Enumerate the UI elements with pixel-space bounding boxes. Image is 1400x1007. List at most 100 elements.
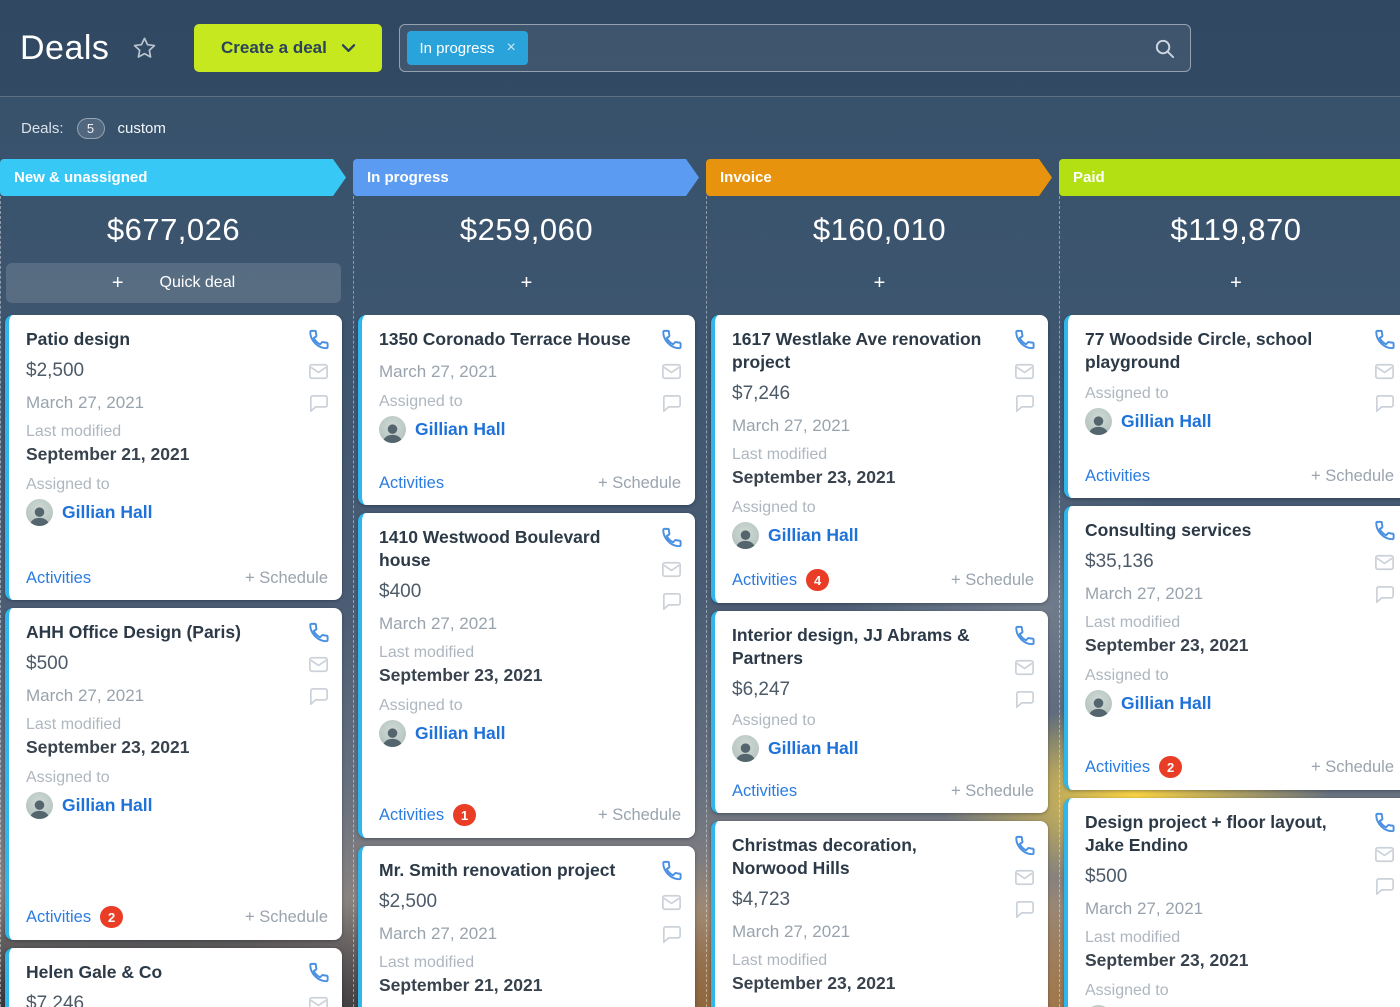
search-icon[interactable] <box>1153 37 1176 60</box>
deal-card[interactable]: Design project + floor layout, Jake Endi… <box>1064 798 1400 1007</box>
phone-icon[interactable] <box>1373 328 1396 351</box>
activities-link[interactable]: Activities 1 <box>379 804 477 826</box>
activities-link[interactable]: Activities <box>26 569 91 588</box>
add-deal-button[interactable]: + <box>1065 263 1400 303</box>
mail-icon[interactable] <box>660 891 683 914</box>
assignee-avatar <box>1085 1005 1112 1007</box>
stage-total: $160,010 <box>812 211 947 247</box>
deal-card[interactable]: Consulting services $35,136 March 27, 20… <box>1064 506 1400 790</box>
last-modified-date: September 23, 2021 <box>732 973 896 993</box>
chip-close-icon[interactable]: × <box>506 39 516 56</box>
chat-icon[interactable] <box>660 923 683 946</box>
assignee-link[interactable]: Gillian Hall <box>768 738 859 758</box>
last-modified-date: September 23, 2021 <box>379 665 543 685</box>
mail-icon[interactable] <box>660 558 683 581</box>
chat-icon[interactable] <box>1373 875 1396 898</box>
stage-content: $677,026 + Quick deal Patio design $2,500 … <box>0 196 346 1007</box>
deal-price: $6,247 <box>732 679 791 700</box>
chat-icon[interactable] <box>307 392 330 415</box>
schedule-link[interactable]: + Schedule <box>597 805 681 824</box>
quick-deal-button[interactable]: + Quick deal <box>6 263 341 303</box>
chat-icon[interactable] <box>1013 898 1036 921</box>
phone-icon[interactable] <box>1373 519 1396 542</box>
deal-card[interactable]: AHH Office Design (Paris) $500 March 27,… <box>5 608 342 940</box>
phone-icon[interactable] <box>1013 624 1036 647</box>
deal-created-date: March 27, 2021 <box>26 393 145 412</box>
chat-icon[interactable] <box>660 392 683 415</box>
assignee-link[interactable]: Gillian Hall <box>1121 411 1212 431</box>
phone-icon[interactable] <box>307 961 330 984</box>
deal-card[interactable]: Helen Gale & Co $7,246 Activities + Sche… <box>5 948 342 1007</box>
deal-card[interactable]: 77 Woodside Circle, school playground As… <box>1064 315 1400 498</box>
activities-link[interactable]: Activities 4 <box>732 569 830 591</box>
deal-card[interactable]: 1350 Coronado Terrace House March 27, 20… <box>358 315 695 505</box>
assignee-link[interactable]: Gillian Hall <box>415 723 506 743</box>
favorite-star-icon[interactable] <box>131 35 158 62</box>
card-footer: Activities + Schedule <box>1085 457 1394 486</box>
schedule-link[interactable]: + Schedule <box>1310 757 1394 776</box>
phone-icon[interactable] <box>307 328 330 351</box>
search-bar[interactable]: In progress × <box>399 24 1192 72</box>
assignee-link[interactable]: Gillian Hall <box>415 419 506 439</box>
chat-icon[interactable] <box>660 590 683 613</box>
mail-icon[interactable] <box>1013 656 1036 679</box>
chat-icon[interactable] <box>1373 583 1396 606</box>
deal-card[interactable]: Patio design $2,500 March 27, 2021 Last … <box>5 315 342 600</box>
phone-icon[interactable] <box>1013 328 1036 351</box>
mail-icon[interactable] <box>1013 866 1036 889</box>
schedule-link[interactable]: + Schedule <box>1310 467 1394 485</box>
chat-icon[interactable] <box>1013 392 1036 415</box>
phone-icon[interactable] <box>660 859 683 882</box>
deal-created-date: March 27, 2021 <box>379 924 498 943</box>
schedule-link[interactable]: + Schedule <box>244 907 328 926</box>
schedule-link[interactable]: + Schedule <box>244 569 328 587</box>
pipeline-column: In progress $259,060 + 1350 Coronado Terra… <box>353 159 699 1007</box>
mail-icon[interactable] <box>660 360 683 383</box>
phone-icon[interactable] <box>660 328 683 351</box>
mail-icon[interactable] <box>1013 360 1036 383</box>
phone-icon[interactable] <box>307 621 330 644</box>
mail-icon[interactable] <box>307 360 330 383</box>
filter-chip-in-progress[interactable]: In progress × <box>407 31 528 65</box>
deals-count-badge: 5 <box>76 117 105 139</box>
mail-icon[interactable] <box>307 993 330 1007</box>
assignee-avatar <box>1085 408 1112 435</box>
schedule-link[interactable]: + Schedule <box>597 474 681 492</box>
chat-icon[interactable] <box>307 685 330 708</box>
activities-link[interactable]: Activities <box>379 474 444 493</box>
mail-icon[interactable] <box>1373 551 1396 574</box>
add-deal-button[interactable]: + <box>359 263 694 303</box>
schedule-link[interactable]: + Schedule <box>950 570 1034 589</box>
assignee-link[interactable]: Gillian Hall <box>768 525 859 545</box>
activities-link[interactable]: Activities <box>732 782 797 801</box>
assignee-link[interactable]: Gillian Hall <box>1121 693 1212 713</box>
deal-card[interactable]: Mr. Smith renovation project $2,500 Marc… <box>358 846 695 1007</box>
deal-price: $400 <box>379 581 422 602</box>
mail-icon[interactable] <box>1373 360 1396 383</box>
activities-link[interactable]: Activities 2 <box>1085 756 1183 778</box>
activities-link[interactable]: Activities <box>1085 467 1150 486</box>
deal-card[interactable]: 1410 Westwood Boulevard house $400 March… <box>358 513 695 838</box>
assignee-link[interactable]: Gillian Hall <box>62 502 153 522</box>
last-modified-label: Last modified <box>732 952 828 969</box>
create-deal-button[interactable]: Create a deal <box>194 24 383 72</box>
chat-icon[interactable] <box>1013 688 1036 711</box>
add-deal-button[interactable]: + <box>712 263 1047 303</box>
card-quick-actions <box>1013 834 1036 921</box>
assignee-link[interactable]: Gillian Hall <box>62 795 153 815</box>
activities-link[interactable]: Activities 2 <box>26 906 124 928</box>
phone-icon[interactable] <box>1373 811 1396 834</box>
last-modified-date: September 21, 2021 <box>26 444 190 464</box>
phone-icon[interactable] <box>1013 834 1036 857</box>
search-input[interactable] <box>527 25 1154 71</box>
view-selector[interactable]: custom <box>117 119 166 137</box>
deal-card[interactable]: Christmas decoration, Norwood Hills $4,7… <box>711 821 1048 1007</box>
phone-icon[interactable] <box>660 526 683 549</box>
deal-card[interactable]: Interior design, JJ Abrams & Partners $6… <box>711 611 1048 813</box>
mail-icon[interactable] <box>307 653 330 676</box>
deal-card[interactable]: 1617 Westlake Ave renovation project $7,… <box>711 315 1048 603</box>
chat-icon[interactable] <box>1373 392 1396 415</box>
mail-icon[interactable] <box>1373 843 1396 866</box>
schedule-link[interactable]: + Schedule <box>950 782 1034 800</box>
deal-price: $2,500 <box>26 360 85 381</box>
